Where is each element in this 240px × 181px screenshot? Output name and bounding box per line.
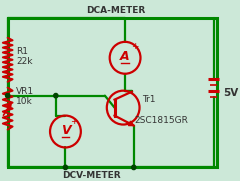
Bar: [8, 18, 216, 167]
Polygon shape: [128, 121, 134, 126]
Circle shape: [6, 93, 10, 98]
Circle shape: [63, 165, 67, 170]
Text: 10k: 10k: [16, 97, 33, 106]
Text: 22k: 22k: [16, 57, 33, 66]
Text: DCA-METER: DCA-METER: [86, 7, 145, 15]
Text: A: A: [120, 50, 130, 63]
Text: DCV-METER: DCV-METER: [62, 171, 121, 180]
Text: VR1: VR1: [16, 87, 35, 96]
Text: +: +: [70, 117, 78, 126]
Text: R1: R1: [16, 47, 28, 56]
Text: Tr1: Tr1: [142, 95, 156, 104]
Text: 2SC1815GR: 2SC1815GR: [135, 116, 189, 125]
Text: V: V: [61, 124, 70, 137]
Text: +: +: [131, 42, 138, 51]
Circle shape: [54, 93, 58, 98]
Text: 5V: 5V: [223, 88, 239, 98]
Circle shape: [132, 165, 136, 170]
